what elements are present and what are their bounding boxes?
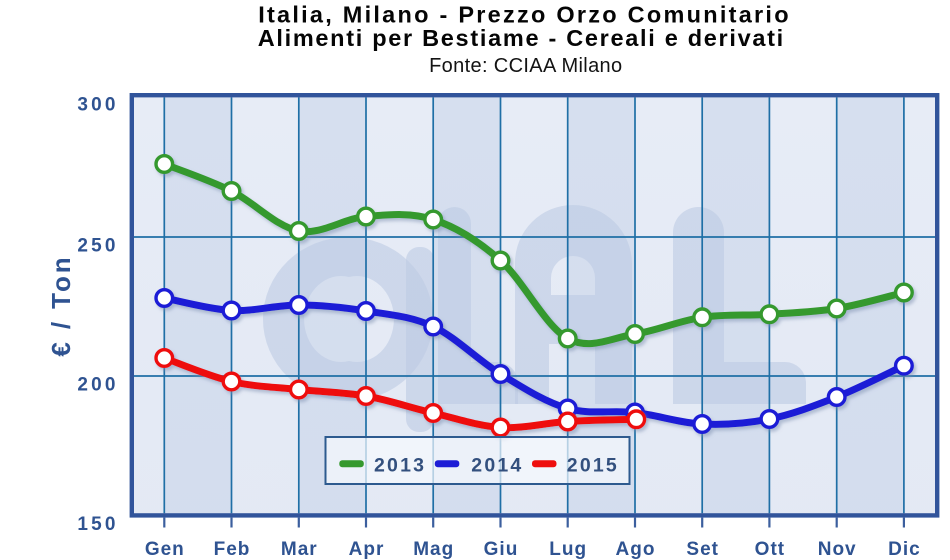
svg-text:Lug: Lug bbox=[549, 539, 587, 560]
svg-text:150: 150 bbox=[77, 514, 118, 535]
svg-text:Fonte: CCIAA Milano: Fonte: CCIAA Milano bbox=[429, 55, 622, 77]
svg-text:Dic: Dic bbox=[888, 539, 921, 560]
svg-text:Mar: Mar bbox=[281, 539, 318, 560]
svg-text:200: 200 bbox=[77, 374, 118, 395]
svg-text:2014: 2014 bbox=[471, 454, 523, 476]
svg-text:Italia, Milano - Prezzo Orzo C: Italia, Milano - Prezzo Orzo Comunitario bbox=[258, 1, 791, 27]
svg-text:2015: 2015 bbox=[567, 454, 619, 476]
svg-text:Ott: Ott bbox=[755, 539, 785, 560]
svg-text:300: 300 bbox=[77, 94, 118, 115]
svg-text:Gen: Gen bbox=[145, 539, 185, 560]
svg-text:2013: 2013 bbox=[374, 454, 426, 476]
svg-text:Mag: Mag bbox=[413, 539, 454, 560]
svg-text:Ago: Ago bbox=[616, 539, 656, 560]
svg-text:Apr: Apr bbox=[349, 539, 385, 560]
svg-text:€ / Ton: € / Ton bbox=[46, 254, 76, 356]
svg-text:Nov: Nov bbox=[818, 539, 857, 560]
svg-text:Giu: Giu bbox=[484, 539, 519, 560]
svg-text:250: 250 bbox=[77, 235, 118, 256]
svg-text:Alimenti per Bestiame - Cereal: Alimenti per Bestiame - Cereali e deriva… bbox=[258, 25, 785, 51]
svg-text:Feb: Feb bbox=[214, 539, 251, 560]
svg-text:Set: Set bbox=[686, 539, 719, 560]
